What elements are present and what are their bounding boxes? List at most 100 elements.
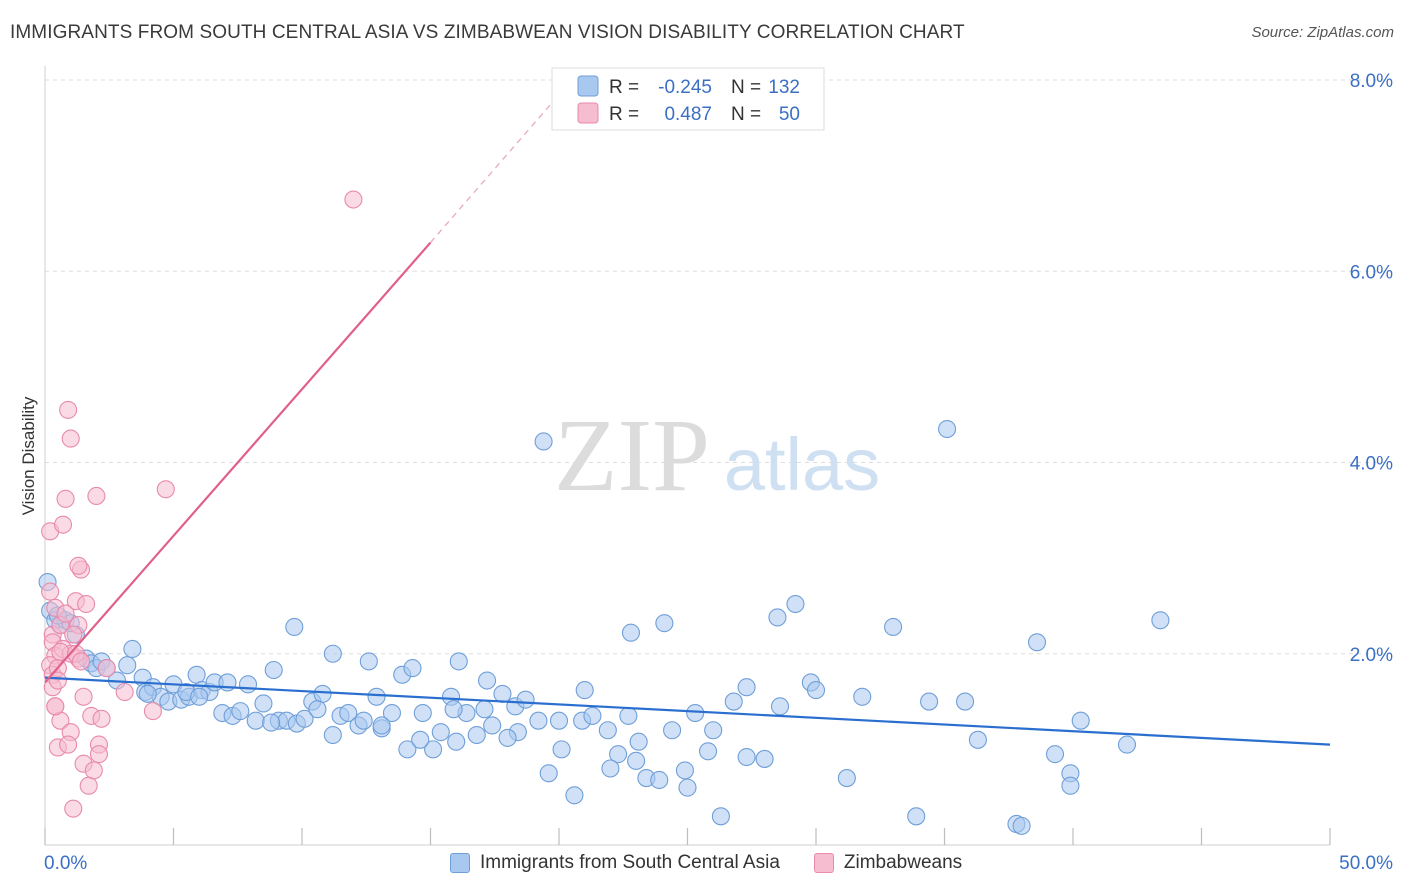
data-point-blue (295, 709, 314, 728)
data-point-pink (156, 480, 175, 499)
data-point-blue (1071, 711, 1090, 730)
data-point-blue (382, 703, 402, 723)
data-point-blue (516, 690, 535, 709)
data-point-blue (1117, 735, 1137, 754)
data-point-blue (711, 807, 730, 826)
stats-r-value: 0.487 (664, 104, 712, 125)
stats-swatch-pink (577, 102, 599, 124)
data-point-blue (138, 684, 157, 703)
data-point-blue (968, 730, 987, 749)
data-point-blue (655, 614, 674, 633)
data-point-blue (837, 769, 856, 788)
axis-layer: 0.0% 50.0% (44, 66, 1393, 874)
watermark-atlas: atlas (724, 423, 880, 506)
data-point-blue (853, 687, 872, 706)
data-point-pink (61, 429, 80, 448)
legend-label-pink: Zimbabweans (843, 852, 963, 873)
y-tick-label: 8.0% (1350, 71, 1393, 92)
data-point-blue (1061, 776, 1080, 795)
data-point-blue (755, 749, 774, 768)
stats-n-label: N = (731, 104, 761, 125)
data-point-pink (84, 761, 103, 780)
data-point-blue (477, 671, 497, 690)
legend-item-pink: Zimbabweans (813, 852, 963, 874)
data-point-blue (549, 711, 569, 730)
data-point-blue (483, 716, 502, 735)
data-point-pink (79, 776, 98, 795)
data-point-pink (344, 190, 363, 209)
data-point-pink (97, 659, 116, 678)
y-tick-label: 2.0% (1350, 645, 1393, 666)
data-point-blue (264, 660, 283, 680)
data-point-blue (920, 692, 939, 711)
x-tick-label: 0.0% (44, 853, 87, 874)
stats-n-label: N = (731, 77, 761, 98)
data-point-blue (359, 652, 378, 671)
data-point-pink (87, 486, 106, 506)
data-point-blue (424, 740, 443, 759)
data-point-pink (71, 652, 91, 671)
data-point-blue (1151, 611, 1170, 630)
data-point-blue (323, 725, 342, 745)
data-point-blue (372, 716, 391, 735)
data-point-blue (724, 692, 743, 711)
legend-swatch-pink (813, 853, 834, 873)
data-point-blue (413, 703, 432, 723)
trend-lines (44, 79, 1331, 746)
data-point-blue (313, 684, 332, 703)
data-point-blue (907, 807, 926, 826)
data-point-pink (41, 582, 60, 601)
data-point-blue (398, 740, 417, 759)
source-label: Source: ZipAtlas.com (1251, 24, 1394, 41)
legend-label-blue: Immigrants from South Central Asia (480, 852, 780, 873)
data-point-pink (77, 594, 96, 614)
data-point-blue (403, 659, 422, 678)
data-point-blue (629, 732, 648, 751)
data-point-pink (143, 702, 162, 721)
data-point-blue (686, 703, 705, 723)
data-point-blue (619, 706, 638, 725)
stats-n-value: 132 (768, 77, 800, 98)
stats-legend: R = -0.245 N = 132 R = 0.487 N = 50 (551, 67, 825, 131)
data-point-pink (48, 671, 67, 690)
data-point-pink (46, 697, 65, 716)
stats-r-label: R = (609, 77, 639, 98)
data-point-blue (621, 623, 641, 642)
data-point-pink (89, 745, 109, 764)
legend-swatch-blue (450, 853, 470, 873)
y-axis-label: Vision Disability (19, 396, 38, 515)
data-point-blue (678, 778, 697, 797)
data-point-blue (238, 675, 258, 694)
data-point-blue (884, 617, 903, 637)
data-point-blue (768, 608, 787, 627)
data-point-blue (431, 723, 450, 742)
data-point-blue (190, 687, 209, 706)
data-point-pink (59, 400, 78, 419)
y-tick-label: 4.0% (1350, 454, 1393, 475)
data-point-blue (467, 725, 486, 745)
trend-line-blue (44, 676, 1331, 746)
data-point-blue (354, 711, 373, 730)
data-point-blue (323, 644, 342, 663)
data-point-blue (308, 700, 327, 719)
x-tick-label: 50.0% (1339, 853, 1393, 874)
data-point-blue (956, 692, 975, 711)
data-point-blue (285, 617, 304, 637)
watermark-zip: ZIP (554, 398, 710, 513)
stats-swatch-blue (577, 75, 599, 97)
data-point-blue (575, 681, 594, 700)
data-point-pink (53, 515, 73, 534)
data-point-blue (411, 730, 430, 749)
data-point-blue (704, 721, 723, 740)
data-point-blue (123, 639, 142, 659)
data-point-pink (56, 604, 75, 623)
series-legend: Immigrants from South Central Asia Zimba… (450, 852, 962, 874)
data-point-pink (69, 556, 88, 575)
data-point-blue (493, 684, 512, 703)
data-point-blue (1045, 745, 1065, 764)
data-point-blue (187, 665, 206, 684)
watermark: ZIP atlas (554, 398, 880, 513)
data-point-blue (675, 761, 694, 780)
data-point-blue (475, 700, 494, 719)
